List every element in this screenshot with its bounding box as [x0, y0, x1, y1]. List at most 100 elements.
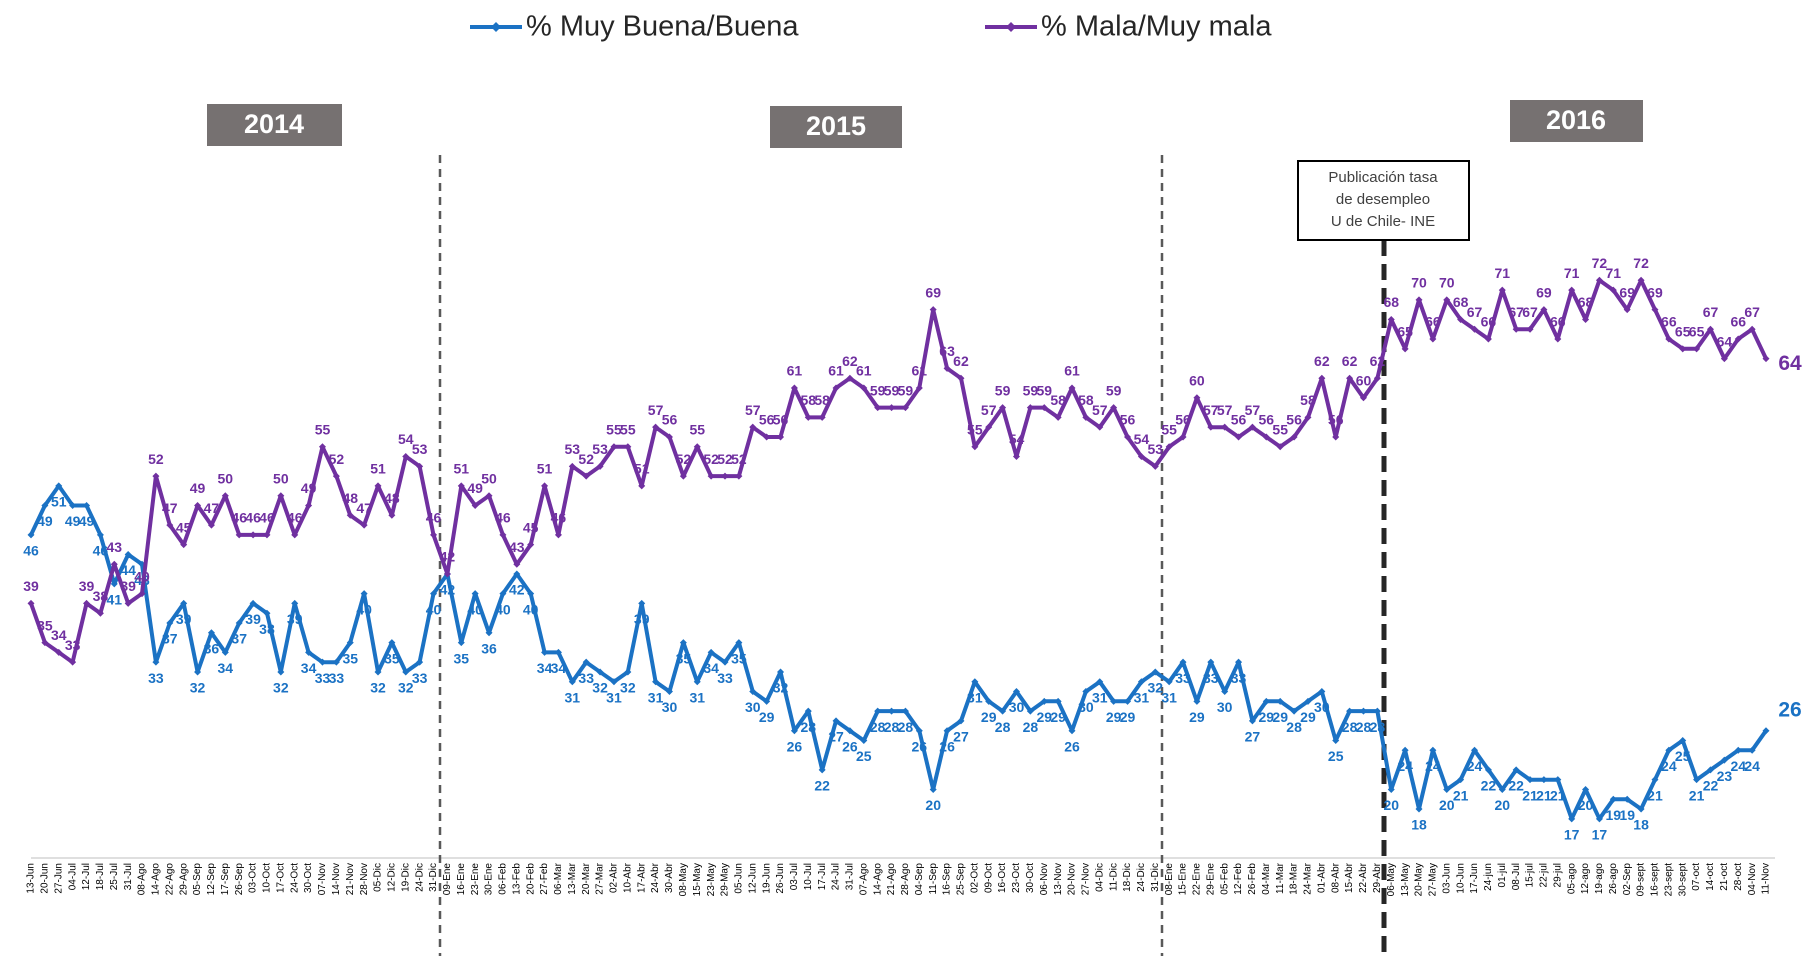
data-label: 28	[1286, 719, 1302, 735]
x-tick-label: 31-Jul	[123, 863, 134, 890]
x-tick-label: 11-Sep	[928, 863, 939, 895]
x-tick-label: 13-Mar	[567, 862, 578, 894]
data-label: 49	[65, 513, 81, 529]
point	[166, 521, 174, 529]
data-label: 33	[1203, 670, 1219, 686]
x-tick-label: 26-Jun	[775, 863, 786, 894]
data-label: 45	[523, 519, 539, 535]
point	[194, 668, 202, 676]
point	[346, 639, 354, 647]
x-tick-label: 08-Abr	[1330, 862, 1341, 893]
point	[1318, 374, 1326, 382]
point	[457, 639, 465, 647]
x-tick-label: 30-Abr	[664, 862, 675, 893]
point	[1568, 815, 1576, 823]
x-tick-label: 18-Mar	[1289, 862, 1300, 894]
x-tick-label: 05-Feb	[1219, 863, 1230, 895]
point	[957, 717, 965, 725]
data-label: 20	[1578, 797, 1594, 813]
x-tick-label: 26-Sep	[234, 863, 245, 896]
point	[541, 482, 549, 490]
point	[1512, 766, 1520, 774]
data-label: 29	[1272, 709, 1288, 725]
data-label: 59	[1023, 382, 1039, 398]
x-tick-label: 21-Nov	[345, 863, 356, 895]
data-label: 29	[1050, 709, 1066, 725]
x-tick-label: 03-Oct	[248, 863, 259, 893]
x-tick-label: 30-Ene	[484, 863, 495, 896]
data-label: 56	[1328, 412, 1344, 428]
data-label: 47	[356, 500, 372, 516]
data-label: 52	[329, 451, 345, 467]
point	[721, 472, 729, 480]
point	[1582, 785, 1590, 793]
data-label: 66	[1661, 314, 1677, 330]
point	[1609, 286, 1617, 294]
point	[263, 609, 271, 617]
data-label: 42	[440, 549, 456, 565]
data-label: 49	[37, 513, 53, 529]
data-label: 38	[93, 588, 109, 604]
data-label: 64	[1778, 352, 1802, 375]
point	[735, 639, 743, 647]
x-tick-label: 29-May	[720, 863, 731, 896]
point	[83, 502, 91, 509]
point	[915, 384, 923, 392]
year-label: 2015	[806, 111, 866, 141]
point	[582, 472, 590, 480]
x-tick-label: 15-jul	[1525, 863, 1536, 887]
point	[318, 658, 326, 666]
data-label: 18	[1411, 817, 1427, 833]
point	[527, 590, 535, 598]
point	[249, 531, 257, 539]
data-label: 24	[1730, 758, 1746, 774]
data-label: 60	[1356, 372, 1372, 388]
point	[1706, 325, 1714, 333]
x-tick-label: 13-Feb	[511, 863, 522, 895]
data-label: 28	[800, 719, 816, 735]
data-label: 34	[218, 660, 234, 676]
data-label: 35	[384, 650, 400, 666]
data-label: 72	[1633, 255, 1649, 271]
data-label: 34	[551, 660, 567, 676]
point	[1096, 678, 1104, 686]
point	[610, 443, 618, 451]
x-tick-label: 24-Abr	[650, 862, 661, 893]
x-tick-label: 02-Sep	[1622, 863, 1633, 896]
point	[652, 678, 660, 686]
data-label: 69	[1536, 284, 1552, 300]
data-label: 71	[1564, 265, 1580, 281]
data-label: 24	[1661, 758, 1677, 774]
point	[777, 668, 785, 676]
data-label: 23	[1717, 768, 1733, 784]
data-label: 44	[120, 562, 136, 578]
point	[430, 531, 438, 539]
data-label: 65	[1689, 324, 1705, 340]
data-label: 33	[1231, 670, 1247, 686]
x-tick-label: 20-Jun	[40, 863, 51, 894]
data-label: 32	[620, 680, 636, 696]
annotation-box	[1297, 160, 1470, 241]
data-label: 43	[106, 539, 122, 555]
point	[332, 658, 340, 666]
point	[874, 404, 882, 412]
data-label: 29	[1120, 709, 1136, 725]
x-tick-label: 26-ago	[1608, 863, 1619, 895]
x-tick-label: 01-jul	[1497, 863, 1508, 887]
point	[1665, 335, 1673, 343]
point	[582, 658, 590, 666]
data-label: 58	[1078, 392, 1094, 408]
point	[888, 404, 896, 412]
data-label: 68	[1383, 294, 1399, 310]
x-tick-label: 07-oct	[1691, 863, 1702, 891]
data-label: 49	[190, 480, 206, 496]
point	[1110, 404, 1118, 412]
data-label: 30	[1217, 699, 1233, 715]
x-tick-label: 27-Nov	[1081, 863, 1092, 895]
point	[513, 560, 521, 568]
point	[388, 639, 396, 647]
data-label: 56	[773, 412, 789, 428]
data-label: 46	[245, 510, 261, 526]
year-box	[1510, 100, 1643, 142]
